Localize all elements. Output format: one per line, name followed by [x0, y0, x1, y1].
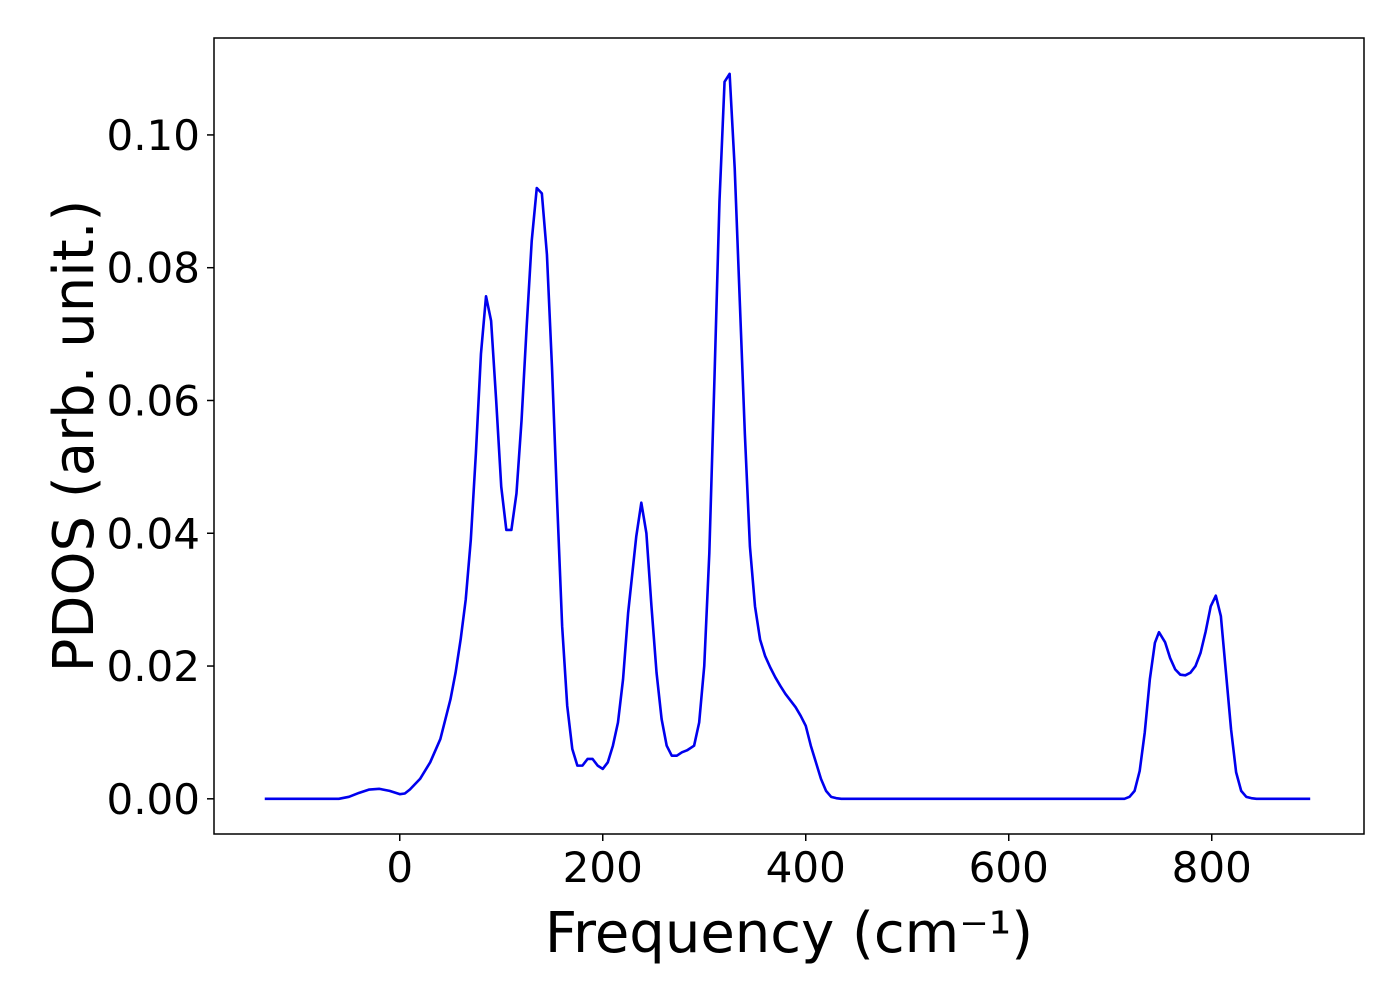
x-tick-label: 800 [1172, 843, 1252, 892]
y-tick-label: 0.06 [106, 376, 200, 425]
y-tick-label: 0.08 [106, 244, 200, 293]
y-tick-label: 0.10 [106, 111, 200, 160]
plot-frame [213, 37, 1365, 835]
data-line [264, 72, 1311, 801]
y-tick-label: 0.04 [106, 509, 200, 558]
x-tick-label: 400 [766, 843, 846, 892]
y-tick-label: 0.02 [106, 642, 200, 691]
x-tick-label: 200 [563, 843, 643, 892]
x-tick-label: 600 [969, 843, 1049, 892]
y-tick-label: 0.00 [106, 775, 200, 824]
y-axis-label: PDOS (arb. unit.) [42, 200, 107, 673]
x-axis-label: Frequency (cm⁻¹) [545, 901, 1033, 966]
x-tick-label: 0 [386, 843, 413, 892]
